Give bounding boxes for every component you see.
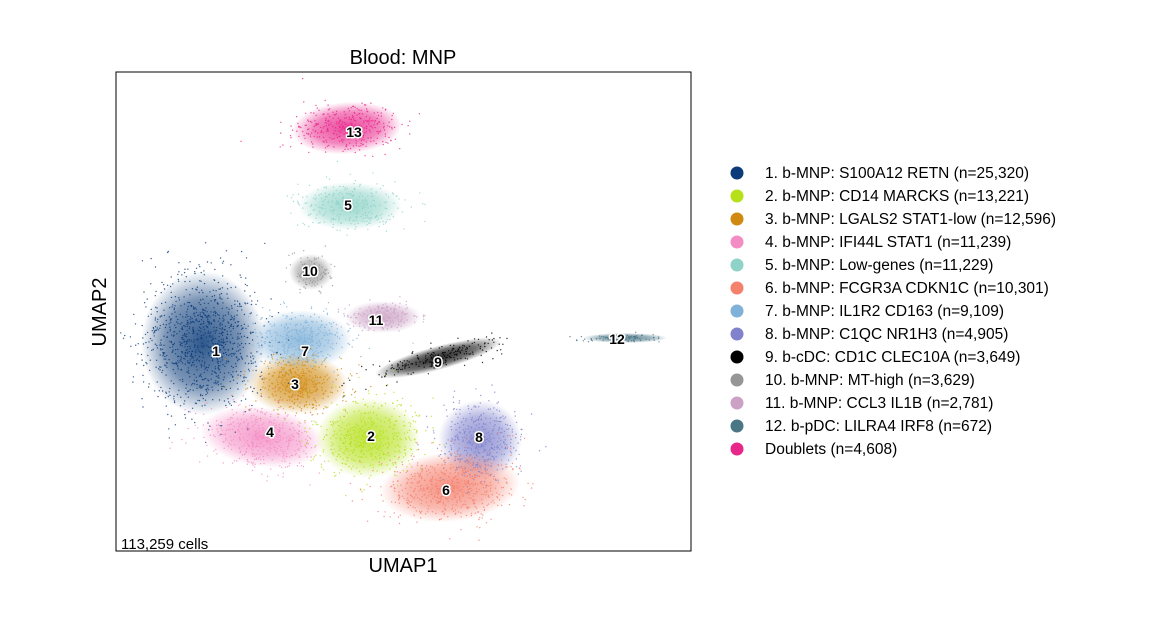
legend-marker: [730, 327, 744, 341]
legend-marker: [730, 442, 744, 456]
cluster-label-8: 8: [475, 429, 483, 445]
legend-entry: 12. b-pDC: LILRA4 IRF8 (n=672): [730, 418, 992, 435]
cluster-label-1: 1: [212, 343, 220, 359]
cluster-points-1: [120, 242, 299, 444]
cluster-label-7: 7: [301, 343, 309, 359]
cluster-label-2: 2: [367, 428, 375, 444]
legend-entry: 3. b-MNP: LGALS2 STAT1-low (n=12,596): [730, 211, 1056, 228]
cluster-label-13: 13: [346, 124, 362, 140]
cluster-cloud-9: [375, 337, 501, 379]
cell-count-annotation: 113,259 cells: [121, 536, 208, 553]
legend-entry: 2. b-MNP: CD14 MARCKS (n=13,221): [730, 188, 1029, 205]
legend-marker: [730, 258, 744, 272]
legend-entry: 1. b-MNP: S100A12 RETN (n=25,320): [730, 165, 1029, 182]
legend-marker: [730, 350, 744, 364]
legend-label: 2. b-MNP: CD14 MARCKS (n=13,221): [765, 188, 1029, 205]
cluster-cloud-11: [345, 301, 421, 333]
cluster-points-13: [240, 77, 421, 158]
legend-label: 10. b-MNP: MT-high (n=3,629): [765, 372, 975, 389]
cluster-points-4: [169, 388, 333, 486]
cluster-points-12: [569, 331, 660, 343]
chart-title: Blood: MNP: [350, 47, 457, 69]
legend-marker: [730, 166, 744, 180]
cluster-points-6: [349, 432, 534, 541]
legend-entry: Doublets (n=4,608): [730, 441, 897, 458]
legend-label: 1. b-MNP: S100A12 RETN (n=25,320): [765, 165, 1029, 182]
y-axis-label: UMAP2: [89, 278, 111, 347]
cluster-label-9: 9: [434, 354, 442, 370]
legend-label: 8. b-MNP: C1QC NR1H3 (n=4,905): [765, 326, 1008, 343]
cluster-label-11: 11: [369, 312, 384, 328]
legend-entry: 9. b-cDC: CD1C CLEC10A (n=3,649): [730, 349, 1020, 366]
scatter-points: [120, 77, 660, 541]
cluster-points-11: [335, 296, 426, 344]
legend-entry: 7. b-MNP: IL1R2 CD163 (n=9,109): [730, 303, 1004, 320]
x-axis-label: UMAP1: [369, 555, 438, 577]
cluster-label-10: 10: [302, 263, 318, 279]
legend-entry: 11. b-MNP: CCL3 IL1B (n=2,781): [730, 395, 993, 412]
cluster-points-10: [285, 245, 336, 294]
legend-label: Doublets (n=4,608): [765, 441, 897, 458]
legend-marker: [730, 419, 744, 433]
legend-marker: [730, 281, 744, 295]
legend-entry: 10. b-MNP: MT-high (n=3,629): [730, 372, 975, 389]
cluster-points-2: [277, 369, 445, 497]
legend-marker: [730, 304, 744, 318]
legend-label: 11. b-MNP: CCL3 IL1B (n=2,781): [765, 395, 993, 412]
cluster-label-6: 6: [442, 482, 450, 498]
legend-marker: [730, 235, 744, 249]
cluster-points-3: [223, 347, 372, 422]
cluster-cloud-2: [316, 398, 420, 478]
legend-entry: 6. b-MNP: FCGR3A CDKN1C (n=10,301): [730, 280, 1049, 297]
cluster-label-12: 12: [609, 331, 625, 347]
legend-label: 9. b-cDC: CD1C CLEC10A (n=3,649): [765, 349, 1020, 366]
cluster-label-4: 4: [266, 424, 274, 440]
legend-entry: 8. b-MNP: C1QC NR1H3 (n=4,905): [730, 326, 1008, 343]
legend-marker: [730, 396, 744, 410]
cluster-points-7: [219, 301, 392, 383]
legend-label: 5. b-MNP: Low-genes (n=11,229): [765, 257, 993, 274]
legend-label: 6. b-MNP: FCGR3A CDKN1C (n=10,301): [765, 280, 1049, 297]
legend-entry: 4. b-MNP: IFI44L STAT1 (n=11,239): [730, 234, 1011, 251]
cluster-label-5: 5: [344, 197, 352, 213]
legend: 1. b-MNP: S100A12 RETN (n=25,320) 2. b-MN…: [730, 165, 1056, 458]
legend-label: 12. b-pDC: LILRA4 IRF8 (n=672): [765, 418, 992, 435]
legend-label: 4. b-MNP: IFI44L STAT1 (n=11,239): [765, 234, 1011, 251]
legend-marker: [730, 373, 744, 387]
plot-frame: [115, 71, 692, 552]
cluster-points-8: [417, 384, 547, 494]
cluster-clouds: [141, 101, 667, 523]
legend-marker: [730, 212, 744, 226]
cluster-label-3: 3: [291, 376, 299, 392]
legend-entry: 5. b-MNP: Low-genes (n=11,229): [730, 257, 993, 274]
legend-label: 3. b-MNP: LGALS2 STAT1-low (n=12,596): [765, 211, 1056, 228]
cluster-points-9: [341, 332, 508, 397]
legend-label: 7. b-MNP: IL1R2 CD163 (n=9,109): [765, 303, 1004, 320]
legend-marker: [730, 189, 744, 203]
cluster-points-5: [286, 160, 426, 236]
